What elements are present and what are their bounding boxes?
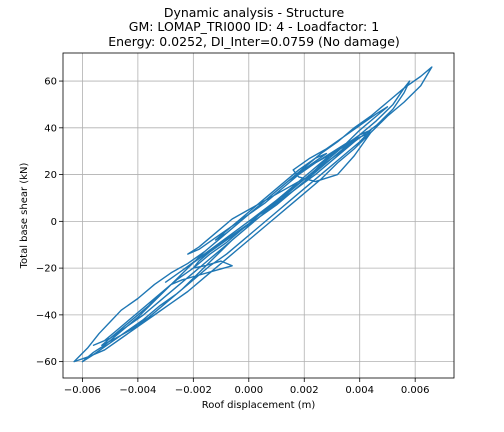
y-tick-label: 20 <box>44 170 57 181</box>
grid <box>63 53 454 378</box>
y-tick-label: 60 <box>44 77 57 88</box>
y-tick-label: −60 <box>36 357 57 368</box>
title-line-2: GM: LOMAP_TRI000 ID: 4 - Loadfactor: 1 <box>129 19 379 34</box>
x-tick-label: −0.002 <box>175 385 212 396</box>
x-tick-label: 0.002 <box>290 385 319 396</box>
y-tick-label: −20 <box>36 264 57 275</box>
y-tick-label: 40 <box>44 123 57 134</box>
title-line-3: Energy: 0.0252, DI_Inter=0.0759 (No dama… <box>108 34 400 49</box>
y-axis-label: Total base shear (kN) <box>19 163 30 270</box>
y-tick-label: −40 <box>36 310 57 321</box>
title-line-1: Dynamic analysis - Structure <box>164 5 345 20</box>
x-tick-label: 0.006 <box>401 385 430 396</box>
ticks: −0.006 −0.004 −0.002 0.000 0.002 0.004 0.006 −6… <box>36 77 430 396</box>
x-tick-label: 0.004 <box>345 385 374 396</box>
plot-frame <box>62 52 455 379</box>
chart-title: Dynamic analysis - Structure GM: LOMAP_T… <box>108 5 400 49</box>
x-axis-label: Roof displacement (m) <box>202 400 316 411</box>
x-tick-label: −0.006 <box>64 385 101 396</box>
series-layer <box>73 66 433 363</box>
x-tick-label: −0.004 <box>119 385 156 396</box>
x-tick-label: 0.000 <box>234 385 263 396</box>
hysteresis-curve <box>73 66 433 363</box>
y-tick-label: 0 <box>51 217 57 228</box>
